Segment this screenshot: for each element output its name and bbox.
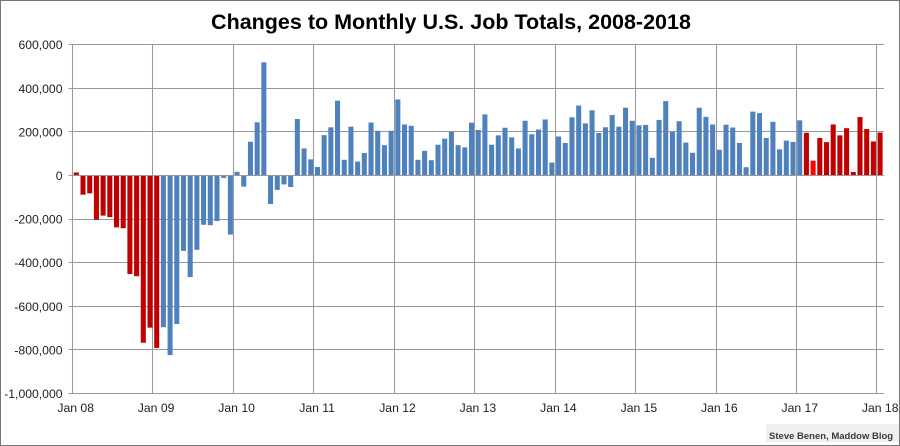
svg-text:Jan 11: Jan 11 <box>299 401 335 415</box>
svg-text:-200,000: -200,000 <box>14 213 62 227</box>
svg-text:Jan 17: Jan 17 <box>782 401 819 415</box>
svg-text:400,000: 400,000 <box>18 82 62 96</box>
svg-text:0: 0 <box>56 169 63 183</box>
svg-text:Jan 12: Jan 12 <box>379 401 416 415</box>
svg-text:-600,000: -600,000 <box>14 300 62 314</box>
svg-text:600,000: 600,000 <box>18 38 62 52</box>
svg-text:Jan 18: Jan 18 <box>862 401 899 415</box>
svg-text:Jan 13: Jan 13 <box>460 401 497 415</box>
svg-text:-800,000: -800,000 <box>14 343 62 357</box>
svg-text:Jan 08: Jan 08 <box>57 401 94 415</box>
svg-text:-400,000: -400,000 <box>14 256 62 270</box>
svg-text:Jan 16: Jan 16 <box>701 401 738 415</box>
svg-text:Jan 14: Jan 14 <box>540 401 577 415</box>
svg-text:Jan 15: Jan 15 <box>621 401 658 415</box>
svg-text:-1,000,000: -1,000,000 <box>4 387 62 401</box>
svg-text:Jan 10: Jan 10 <box>218 401 255 415</box>
svg-text:Jan 09: Jan 09 <box>138 401 175 415</box>
svg-text:200,000: 200,000 <box>18 125 62 139</box>
